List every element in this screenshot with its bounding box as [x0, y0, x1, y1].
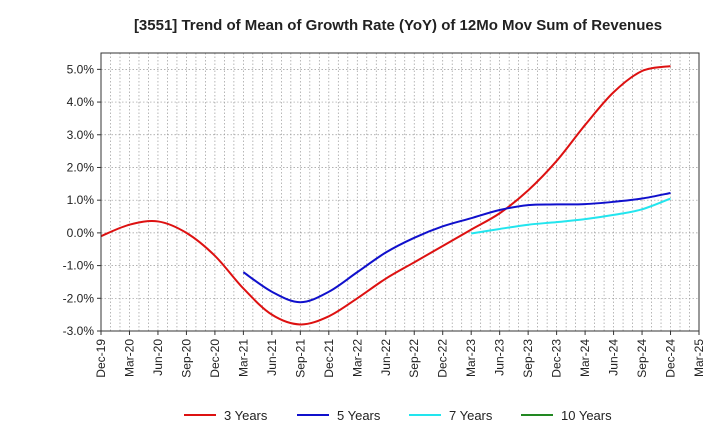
x-tick-label: Jun-24 — [607, 339, 621, 376]
x-tick-label: Mar-23 — [464, 339, 478, 377]
y-tick-label: -2.0% — [63, 291, 95, 305]
plot-frame — [100, 52, 700, 332]
series-line-5-years — [242, 191, 671, 304]
x-tick-label: Sep-21 — [293, 339, 307, 378]
y-tick-label: 5.0% — [67, 62, 95, 76]
x-tick-label: Mar-22 — [350, 339, 364, 377]
x-tick-label: Jun-21 — [265, 339, 279, 376]
x-tick-label: Jun-20 — [151, 339, 165, 376]
grid — [101, 53, 699, 332]
y-tick-label: 1.0% — [67, 193, 95, 207]
x-tick-label: Dec-24 — [664, 339, 678, 378]
x-tick-label: Sep-23 — [521, 339, 535, 378]
legend-label-5-years: 5 Years — [337, 408, 381, 423]
series-line-7-years — [471, 197, 671, 235]
x-axis: Dec-19 Mar-20 Jun-20 Sep-20 Dec-20 Mar-21 Jun-… — [94, 331, 706, 378]
x-tick-label: Dec-20 — [208, 339, 222, 378]
y-tick-label: 3.0% — [67, 128, 95, 142]
legend-label-10-years: 10 Years — [561, 408, 612, 423]
y-tick-label: 4.0% — [67, 95, 95, 109]
series-line-3-years — [100, 65, 671, 326]
x-tick-label: Dec-22 — [436, 339, 450, 378]
legend-label-3-years: 3 Years — [224, 408, 268, 423]
x-tick-label: Jun-23 — [493, 339, 507, 376]
x-tick-label: Mar-20 — [122, 339, 136, 377]
y-tick-label: 0.0% — [67, 226, 95, 240]
legend: 3 Years 5 Years 7 Years 10 Years — [184, 408, 612, 423]
x-tick-label: Mar-24 — [578, 339, 592, 377]
x-tick-label: Mar-21 — [236, 339, 250, 377]
x-tick-label: Dec-21 — [322, 339, 336, 378]
x-tick-label: Jun-22 — [379, 339, 393, 376]
chart-title: [3551] Trend of Mean of Growth Rate (YoY… — [134, 17, 662, 34]
y-tick-label: 2.0% — [67, 160, 95, 174]
x-tick-label: Sep-24 — [635, 339, 649, 378]
y-tick-label: -3.0% — [63, 324, 95, 338]
x-tick-label: Dec-23 — [550, 339, 564, 378]
x-tick-label: Dec-19 — [94, 339, 108, 378]
x-tick-label: Sep-20 — [179, 339, 193, 378]
x-tick-label: Sep-22 — [407, 339, 421, 378]
y-axis: -3.0% -2.0% -1.0% 0.0% 1.0% 2.0% 3.0% 4.0% 5.0% — [63, 62, 101, 338]
y-tick-label: -1.0% — [63, 259, 95, 273]
series-lines — [100, 65, 671, 326]
legend-label-7-years: 7 Years — [449, 408, 493, 423]
x-tick-label: Mar-25 — [692, 339, 706, 377]
